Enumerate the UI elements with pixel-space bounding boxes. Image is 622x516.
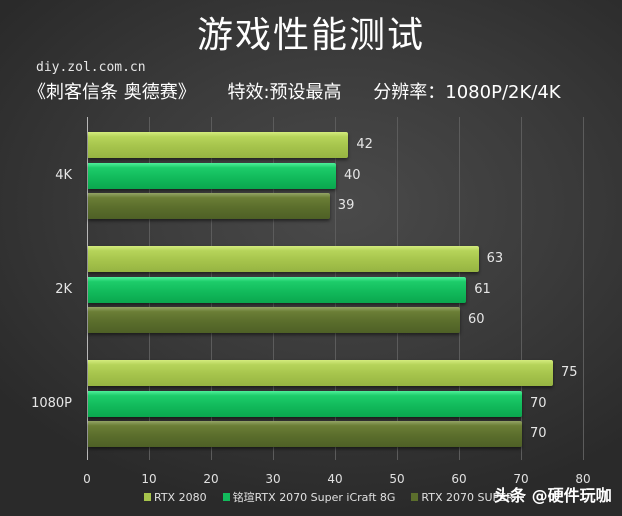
legend-swatch-icon (144, 493, 151, 501)
legend-swatch-icon (222, 493, 230, 501)
bar-value-label: 63 (486, 251, 504, 266)
legend-swatch-icon (411, 493, 419, 501)
bar-value-label: 60 (468, 312, 485, 327)
legend-item: RTX 2070 SUPER (411, 490, 514, 504)
legend-label: 铭瑄RTX 2070 Super iCraft 8G (232, 491, 396, 504)
chart-title: 游戏性能测试 (196, 15, 425, 56)
bar-value-label: 42 (356, 137, 373, 152)
bar-value-label: 75 (561, 365, 578, 380)
bar-2k-series-0 (88, 246, 479, 272)
bar-1080p-series-1 (88, 391, 522, 417)
x-tick-label: 20 (203, 472, 219, 486)
bar-4k-series-0 (88, 132, 349, 158)
x-tick-label: 50 (389, 472, 405, 486)
bar-value-label: 39 (337, 198, 355, 213)
x-tick-label: 60 (451, 472, 467, 486)
x-tick-label: 70 (513, 472, 529, 486)
bar-value-label: 70 (530, 396, 547, 411)
subtitle-settings: 特效:预设最高 (227, 82, 342, 103)
legend-label: RTX 2070 SUPER (421, 490, 514, 504)
x-tick-label: 10 (141, 472, 157, 486)
legend: RTX 2080 铭瑄RTX 2070 Super iCraft 8G RTX 20… (144, 489, 530, 505)
bar-value-label: 70 (530, 426, 547, 441)
category-label: 2K (55, 282, 72, 297)
legend-item: 铭瑄RTX 2070 Super iCraft 8G (222, 489, 396, 505)
chart-subtitle: 《刺客信条 奥德赛》 特效:预设最高 分辨率：1080P/2K/4K (28, 78, 618, 104)
subtitle-resolution: 分辨率：1080P/2K/4K (373, 82, 561, 103)
bar-1080p-series-0 (88, 360, 553, 386)
plot-area: 42 40 39 63 61 60 75 70 70 (87, 117, 584, 460)
bar-4k-series-2 (88, 193, 330, 219)
y-axis-line (87, 117, 88, 460)
bar-value-label: 61 (474, 282, 491, 297)
subtitle-game: 《刺客信条 奥德赛》 (28, 82, 196, 103)
x-tick-label: 0 (83, 472, 91, 486)
source-url: diy.zol.com.cn (36, 60, 146, 75)
legend-item: RTX 2080 (144, 491, 207, 504)
bar-2k-series-1 (88, 277, 467, 303)
watermark: 头条 @硬件玩咖 (494, 486, 612, 505)
bar-value-label: 40 (344, 168, 361, 183)
x-tick-label: 40 (327, 472, 343, 486)
bar-4k-series-1 (88, 163, 336, 189)
category-label: 1080P (31, 396, 72, 411)
gridline (521, 117, 522, 460)
gridline (583, 117, 584, 460)
bar-2k-series-2 (88, 307, 460, 333)
x-tick-label: 30 (265, 472, 281, 486)
category-label: 4K (55, 168, 72, 183)
bar-1080p-series-2 (88, 421, 522, 447)
x-tick-label: 80 (575, 472, 591, 486)
legend-label: RTX 2080 (154, 490, 207, 504)
